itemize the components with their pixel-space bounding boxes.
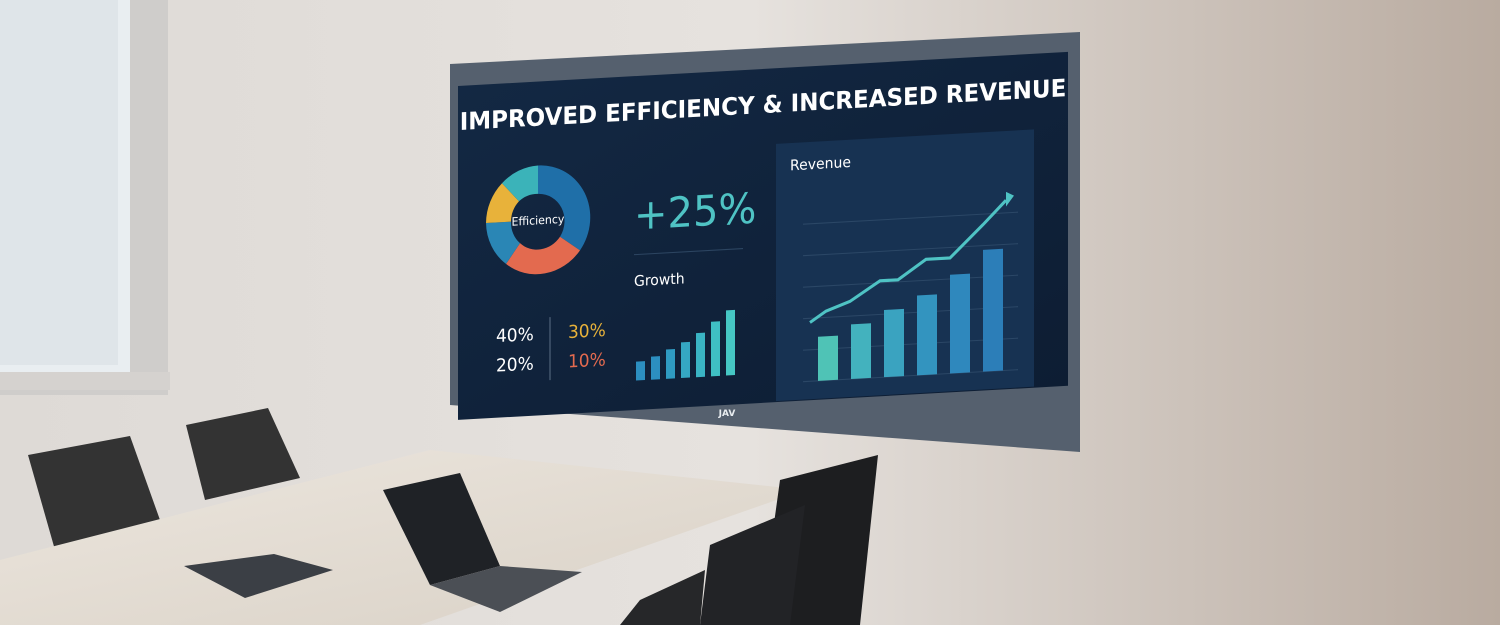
bar (696, 332, 705, 378)
donut-segment (538, 165, 591, 251)
revenue-bars (818, 248, 1003, 381)
chair (186, 408, 300, 500)
bar (983, 248, 1003, 372)
display: IMPROVED EFFICIENCY & INCREASED REVENUE … (458, 51, 1068, 420)
bar (950, 273, 970, 374)
bar (917, 294, 937, 376)
bar (711, 321, 720, 377)
chair (620, 570, 705, 625)
bar (666, 348, 675, 379)
rule (634, 248, 743, 256)
bar (818, 335, 838, 381)
bar (681, 341, 690, 379)
donut-segment (502, 165, 538, 202)
share: 20% (496, 354, 534, 377)
bar (726, 309, 735, 376)
notebook (184, 554, 333, 598)
donut-segment (506, 236, 580, 275)
donut-segment (486, 183, 519, 224)
donut-label: Efficiency (512, 213, 565, 229)
growth-bars (636, 309, 735, 381)
laptop-screen (383, 473, 500, 585)
donut: Efficiency (486, 165, 591, 275)
bar (636, 361, 645, 381)
brand: JAV (718, 409, 736, 419)
donut-segment (486, 221, 520, 264)
window-sill (0, 372, 170, 390)
bar (651, 356, 660, 380)
chair (28, 436, 160, 550)
trend-arrow (1006, 191, 1014, 207)
front-chairs (620, 455, 878, 625)
grid (803, 211, 1018, 383)
revenue-label: Revenue (790, 155, 851, 175)
window-glass (0, 0, 118, 365)
growth-label: Growth (634, 271, 685, 290)
chair (700, 505, 805, 625)
share: 30% (568, 321, 606, 344)
share: 40% (496, 325, 534, 348)
bar (884, 308, 904, 378)
bar (851, 323, 871, 380)
trend-line (809, 199, 1008, 324)
table (0, 450, 805, 625)
laptop-base (430, 566, 582, 612)
share: 10% (568, 350, 606, 373)
chairs (28, 408, 300, 550)
headline: +25% (634, 184, 756, 240)
